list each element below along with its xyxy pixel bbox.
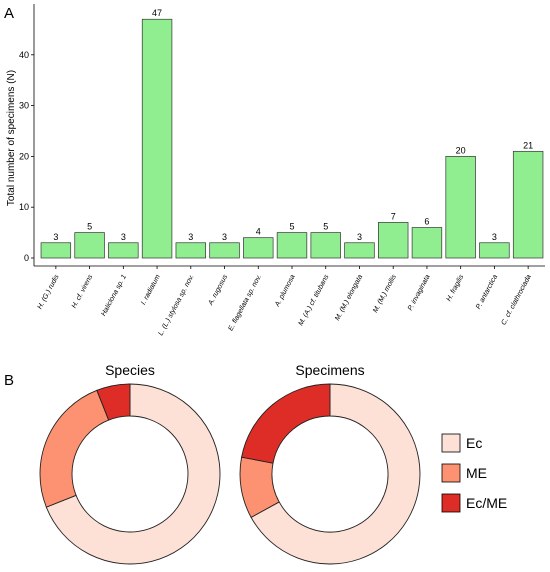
bar-chart: Total number of specimens (N) 010203040 … — [6, 4, 545, 337]
x-tick-label: M. (A.) cf. titubans — [298, 273, 331, 327]
panel-label-b: B — [4, 372, 14, 389]
y-tick-label: 0 — [24, 253, 29, 263]
legend-label-me: ME — [466, 465, 487, 481]
bar-value-label: 6 — [424, 217, 429, 227]
bar-value-label: 20 — [456, 145, 466, 155]
donut-slice-me — [39, 389, 110, 508]
donut-slice-ec — [250, 383, 421, 565]
donut-specimens: Specimens — [239, 362, 421, 565]
bar — [411, 227, 443, 259]
bar — [479, 242, 510, 259]
x-tick-label: C. cf. clathrociada — [500, 274, 533, 327]
legend-swatch-ec-me — [441, 493, 461, 513]
y-tick-label: 40 — [19, 50, 29, 60]
x-tick-label: A. plumosa — [274, 274, 297, 309]
y-axis-label: Total number of specimens (N) — [6, 70, 17, 206]
donut-slice-ec — [45, 383, 221, 565]
legend: Ec ME Ec/ME — [441, 433, 507, 513]
x-tick-label: Haliclona sp. 1 — [100, 274, 128, 318]
donut-species: Species — [39, 362, 221, 565]
bar-value-label: 3 — [188, 232, 193, 242]
donut-specimens-title: Specimens — [295, 362, 364, 378]
y-tick-label: 30 — [19, 101, 29, 111]
donut-slice-ec-me — [241, 383, 331, 464]
panel-label-a: A — [4, 5, 14, 22]
bar-value-label: 3 — [53, 232, 58, 242]
y-ticks: 0 10 20 30 40 — [19, 50, 34, 263]
x-tick-label: H. fragilis — [446, 273, 466, 302]
bar-value-label: 5 — [87, 222, 92, 232]
bar-value-label: 3 — [121, 232, 126, 242]
bar — [344, 242, 375, 259]
bar-value-label: 47 — [152, 8, 162, 18]
bar — [445, 156, 476, 259]
bar — [310, 232, 341, 259]
x-tick-label: P. antarctica — [475, 274, 499, 311]
bar — [141, 18, 173, 259]
bar-value-label: 21 — [523, 140, 533, 150]
donut-species-title: Species — [105, 362, 155, 378]
bar-value-label: 5 — [289, 222, 294, 232]
x-tick-label: H. cf. virens — [71, 273, 95, 309]
bar — [175, 242, 206, 259]
legend-swatch-me — [441, 463, 461, 483]
bar — [378, 222, 409, 259]
donut-slice-ec-me — [96, 383, 131, 421]
x-tick-label: P. invaginata — [407, 274, 432, 312]
y-tick-label: 20 — [19, 151, 29, 161]
legend-label-ec: Ec — [466, 435, 482, 451]
bars: 3 5 3 47 3 3 4 5 5 3 7 6 20 3 21 — [40, 8, 544, 259]
y-tick-label: 10 — [19, 202, 29, 212]
x-tick-label: I. radiatum — [140, 274, 162, 307]
bar — [276, 232, 308, 259]
bar — [209, 242, 240, 259]
bar-value-label: 5 — [323, 222, 328, 232]
x-tick-label: E. flagellata sp. nov. — [227, 274, 263, 333]
bar — [74, 232, 105, 259]
bar-value-label: 3 — [222, 232, 227, 242]
bar — [243, 237, 274, 259]
bar-value-label: 3 — [357, 232, 362, 242]
bar — [512, 150, 544, 259]
bar-value-label: 7 — [391, 211, 396, 221]
x-ticks: H. (G.) rudis H. cf. virens Haliclona sp. … — [37, 266, 533, 337]
x-tick-label: M. (M.) mollis — [372, 273, 398, 314]
bar — [108, 242, 139, 259]
legend-label-ec-me: Ec/ME — [466, 495, 507, 511]
x-tick-label: A. rugosus — [207, 273, 230, 307]
x-tick-label: M. (M.) elongata — [334, 274, 364, 322]
x-tick-label: L. (L.) stylosa sp. nov. — [157, 274, 195, 337]
bar — [40, 242, 72, 259]
x-tick-label: H. (G.) rudis — [37, 273, 61, 310]
legend-swatch-ec — [441, 433, 461, 453]
bar-value-label: 3 — [492, 232, 497, 242]
bar-value-label: 4 — [256, 227, 261, 237]
